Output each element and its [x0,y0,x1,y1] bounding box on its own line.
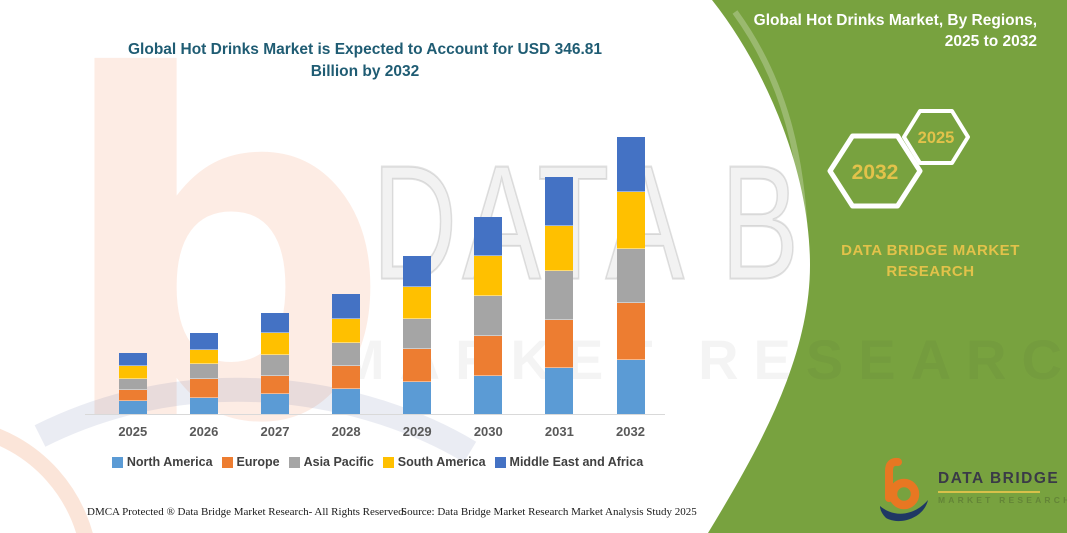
bar-segment-2027 [261,333,289,355]
legend-label: North America [126,455,213,469]
bar-segment-2029 [403,382,432,414]
bar-segment-2028 [332,294,361,320]
bars-layer [118,137,645,414]
bar-segment-2025 [118,352,147,367]
legend-swatch [382,456,394,468]
legend-swatch [288,456,300,468]
bar-segment-2028 [332,365,361,389]
x-axis-label-2030: 2030 [473,424,503,439]
bar-segment-2032 [616,137,645,193]
bar-2031 [545,177,574,414]
databridge-logo-icon [880,457,928,522]
side-panel-brand-text: DATA BRIDGE MARKET RESEARCH [841,242,1020,280]
legend-item: North America [111,455,213,469]
legend-label: Asia Pacific [303,455,374,469]
bar-2032 [616,137,645,414]
bar-segment-2025 [118,401,147,414]
watermark-market-research-text: MARKET RESEARCH [338,328,1067,391]
bar-segment-2030 [474,375,503,414]
x-axis-label-2032: 2032 [616,424,645,439]
legend-label: Europe [236,455,280,469]
bar-segment-2028 [332,343,361,366]
bar-segment-2027 [261,354,289,376]
bar-segment-2025 [118,378,147,390]
bar-segment-2027 [261,375,289,394]
bar-segment-2031 [545,226,574,271]
chart-title: Global Hot Drinks Market is Expected to … [127,41,602,81]
legend-swatch [494,456,506,468]
bar-segment-2030 [474,295,503,336]
legend: North America Europe Asia Pacific South Ame… [80,455,675,469]
bar-segment-2032 [616,192,645,250]
legend-swatch [111,456,123,468]
legend-item: Middle East and Africa [494,455,644,469]
hexagon-2025-label: 2025 [918,129,955,147]
hexagon-2032-label: 2032 [852,161,899,184]
bar-segment-2031 [545,368,574,414]
bar-segment-2026 [189,333,218,350]
x-axis-label-2026: 2026 [189,424,219,439]
bar-segment-2032 [616,249,645,304]
legend-swatch [221,456,233,468]
bar-2030 [474,216,503,414]
bar-segment-2031 [545,320,574,368]
legend-label: Middle East and Africa [509,455,644,469]
bar-2027 [261,313,289,414]
bar-segment-2025 [118,366,147,379]
legend-item: Europe [221,455,280,469]
footer-copyright: DMCA Protected ® Data Bridge Market Rese… [87,506,407,518]
bar-segment-2029 [403,287,432,320]
bar-segment-2029 [403,319,432,350]
legend-item: South America [382,455,486,469]
databridge-logo-underline [938,491,1040,493]
bar-segment-2029 [403,256,432,288]
bar-segment-2026 [189,349,218,364]
footer-source: Source: Data Bridge Market Research Mark… [401,506,697,518]
bar-segment-2030 [474,335,503,376]
bar-segment-2030 [474,216,503,256]
x-axis-label-2031: 2031 [544,424,574,439]
side-panel-heading: Global Hot Drinks Market, By Regions, 20… [753,12,1037,50]
databridge-logo-subtext: MARKET RESEARCH [938,495,1067,505]
legend-label: South America [397,455,486,469]
x-axis-label-2029: 2029 [402,424,432,439]
bar-2028 [332,294,361,414]
bar-segment-2026 [189,379,218,398]
bar-segment-2031 [545,271,574,320]
bar-segment-2027 [261,313,289,334]
bar-segment-2026 [189,364,218,379]
hexagon-2025 [902,109,970,165]
legend-item: Asia Pacific [288,455,374,469]
bar-segment-2027 [261,393,289,414]
bar-segment-2025 [118,389,147,402]
bar-segment-2030 [474,255,503,296]
x-axis-label-2027: 2027 [260,424,290,439]
bar-segment-2028 [332,389,361,414]
bar-segment-2031 [545,177,574,226]
x-axis-label-2028: 2028 [331,424,361,439]
bar-segment-2028 [332,319,361,344]
bar-2029 [403,256,432,414]
databridge-logo-wordmark: DATA BRIDGE [938,470,1060,487]
bar-2026 [189,333,218,414]
bar-segment-2032 [616,359,645,414]
bar-segment-2032 [616,303,645,360]
bar-2025 [118,352,147,414]
bar-segment-2029 [403,349,432,383]
x-axis-label-2025: 2025 [118,424,148,439]
hexagon-2032 [827,133,923,209]
bar-segment-2026 [189,398,218,414]
watermark-databridge-text: DATA B [371,132,805,315]
x-axis-line [85,414,665,415]
